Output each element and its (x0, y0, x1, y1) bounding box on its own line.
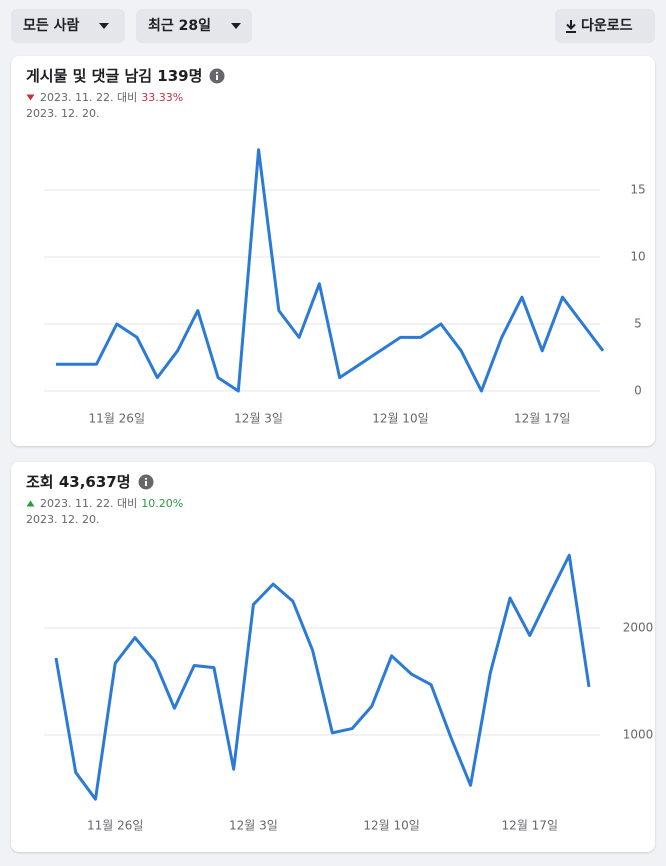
arrow-shape (26, 500, 35, 506)
chart: 0 5 10 15 11월 26일 12월 3일 12월 10일 12월 17일 (44, 148, 646, 426)
download-label: 다운로드 (581, 18, 633, 34)
arrow-shape (26, 94, 35, 100)
audience-filter[interactable]: 모든 사람 (11, 9, 125, 43)
info-icon[interactable] (209, 68, 225, 84)
y-tick-label: 2000 (623, 621, 654, 635)
x-tick-label: 12월 10일 (372, 412, 428, 426)
change-row: 2023. 11. 22. 대비 33.33% (26, 89, 183, 105)
x-tick-label: 12월 10일 (363, 819, 419, 833)
comparison: 2023. 11. 22. 대비 (40, 497, 138, 510)
comparison: 2023. 11. 22. 대비 (40, 91, 138, 104)
audience-label: 모든 사람 (23, 18, 80, 34)
x-tick-label: 11월 26일 (89, 412, 145, 426)
y-tick-label: 5 (634, 317, 642, 331)
date: 2023. 12. 20. (26, 107, 100, 120)
download-button[interactable]: 다운로드 (555, 9, 655, 43)
range-label: 최근 28일 (148, 18, 211, 34)
data-line (54, 553, 591, 801)
change-arrow (26, 94, 35, 100)
y-tick-label: 10 (630, 250, 645, 264)
range-filter[interactable]: 최근 28일 (136, 9, 252, 43)
y-tick-label: 1000 (623, 728, 654, 742)
info-icon[interactable] (138, 474, 154, 490)
chart-card: 0 5 10 15 11월 26일 12월 3일 12월 10일 12월 17일 게시물 및 … (11, 56, 655, 446)
chart-title: 게시물 및 댓글 남김 139명 (26, 67, 203, 85)
data-line (56, 148, 605, 393)
x-tick-label: 11월 26일 (87, 819, 143, 833)
caret (99, 23, 110, 29)
download-icon (566, 20, 576, 33)
y-tick-label: 0 (634, 384, 642, 398)
change-value: 10.20% (141, 496, 184, 510)
y-tick-label: 15 (630, 183, 645, 197)
x-tick-label: 12월 17일 (514, 412, 570, 426)
card-header: 조회 43,637명 (26, 471, 154, 492)
change-value: 33.33% (141, 90, 184, 104)
date: 2023. 12. 20. (26, 513, 100, 526)
x-tick-label: 12월 17일 (502, 819, 558, 833)
change-row: 2023. 11. 22. 대비 10.20% (26, 495, 183, 511)
chart: 1000 2000 11월 26일 12월 3일 12월 10일 12월 17일 (44, 553, 654, 833)
x-tick-label: 12월 3일 (229, 819, 278, 833)
x-tick-label: 12월 3일 (234, 412, 283, 426)
chart-card: 1000 2000 11월 26일 12월 3일 12월 10일 12월 17일 조회 4… (11, 462, 655, 852)
card-header: 게시물 및 댓글 남김 139명 (26, 65, 225, 86)
caret (230, 23, 241, 29)
chart-title: 조회 43,637명 (26, 473, 131, 491)
change-arrow (26, 500, 35, 506)
